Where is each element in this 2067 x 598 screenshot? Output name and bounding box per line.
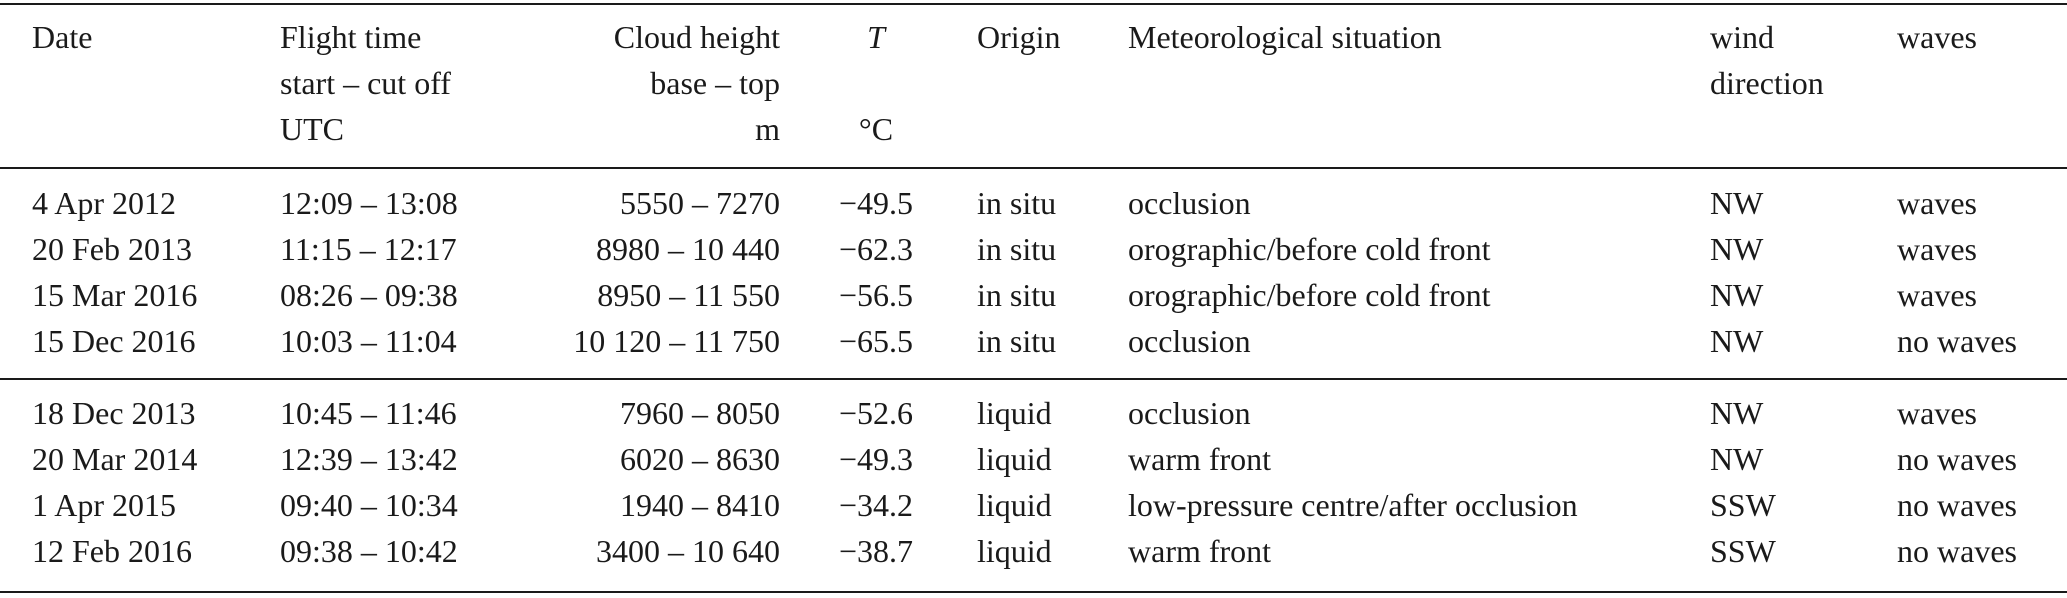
- cell-date: 20 Mar 2014: [32, 441, 198, 477]
- cell-origin: liquid: [977, 395, 1052, 431]
- cell-flight-time: 09:40 – 10:34: [280, 487, 458, 523]
- cell-cloud-height: 8950 – 11 550: [597, 277, 780, 313]
- cell-date: 20 Feb 2013: [32, 231, 192, 267]
- group-separator-rule: [0, 378, 2067, 380]
- cell-cloud-height: 7960 – 8050: [620, 395, 780, 431]
- top-rule: [0, 3, 2067, 5]
- cell-temperature: −52.6: [838, 395, 914, 431]
- cell-cloud-height: 3400 – 10 640: [596, 533, 780, 569]
- cell-met: orographic/before cold front: [1128, 277, 1491, 313]
- header-cloud-height-line-2: base – top: [650, 65, 780, 101]
- header-temperature-line-1: T: [867, 19, 885, 55]
- header-wind-line-1: wind: [1710, 19, 1774, 55]
- cell-flight-time: 12:39 – 13:42: [280, 441, 458, 477]
- bottom-rule: [0, 591, 2067, 593]
- cell-flight-time: 10:45 – 11:46: [280, 395, 457, 431]
- cell-date: 15 Dec 2016: [32, 323, 196, 359]
- cell-date: 12 Feb 2016: [32, 533, 192, 569]
- cell-met: orographic/before cold front: [1128, 231, 1491, 267]
- cell-waves: waves: [1897, 231, 1977, 267]
- cell-met: occlusion: [1128, 185, 1251, 221]
- header-date-line-1: Date: [32, 19, 93, 55]
- cell-cloud-height: 1940 – 8410: [620, 487, 780, 523]
- cell-flight-time: 11:15 – 12:17: [280, 231, 457, 267]
- header-flight-time-line-2: start – cut off: [280, 65, 451, 101]
- cell-wind: SSW: [1710, 487, 1776, 523]
- cell-waves: no waves: [1897, 487, 2017, 523]
- cell-waves: no waves: [1897, 533, 2017, 569]
- cell-temperature: −56.5: [838, 277, 914, 313]
- cell-origin: liquid: [977, 533, 1052, 569]
- header-waves-line-1: waves: [1897, 19, 1977, 55]
- cell-flight-time: 12:09 – 13:08: [280, 185, 458, 221]
- cell-cloud-height: 5550 – 7270: [620, 185, 780, 221]
- cell-temperature: −62.3: [838, 231, 914, 267]
- cell-wind: NW: [1710, 395, 1764, 431]
- cell-date: 15 Mar 2016: [32, 277, 198, 313]
- cell-met: warm front: [1128, 441, 1272, 477]
- cell-met: occlusion: [1128, 323, 1251, 359]
- header-temperature-line-3: °C: [858, 111, 894, 147]
- cell-origin: liquid: [977, 487, 1052, 523]
- header-rule: [0, 167, 2067, 169]
- header-flight-time-line-1: Flight time: [280, 19, 422, 55]
- header-wind-line-2: direction: [1710, 65, 1824, 101]
- cell-waves: waves: [1897, 395, 1977, 431]
- cell-origin: in situ: [977, 277, 1057, 313]
- cell-cloud-height: 6020 – 8630: [620, 441, 780, 477]
- cell-origin: liquid: [977, 441, 1052, 477]
- cell-waves: waves: [1897, 185, 1977, 221]
- header-cloud-height-line-1: Cloud height: [613, 19, 780, 55]
- cell-temperature: −65.5: [838, 323, 914, 359]
- cell-wind: NW: [1710, 277, 1764, 313]
- header-cloud-height-line-3: m: [755, 111, 780, 147]
- cell-waves: waves: [1897, 277, 1977, 313]
- cell-wind: NW: [1710, 323, 1764, 359]
- cell-temperature: −49.3: [838, 441, 914, 477]
- cell-date: 18 Dec 2013: [32, 395, 196, 431]
- cell-flight-time: 10:03 – 11:04: [280, 323, 457, 359]
- cell-wind: NW: [1710, 185, 1764, 221]
- cell-origin: in situ: [977, 231, 1057, 267]
- cell-origin: in situ: [977, 185, 1057, 221]
- cell-cloud-height: 10 120 – 11 750: [573, 323, 780, 359]
- cell-waves: no waves: [1897, 441, 2017, 477]
- cell-flight-time: 09:38 – 10:42: [280, 533, 458, 569]
- cell-temperature: −38.7: [838, 533, 914, 569]
- cell-origin: in situ: [977, 323, 1057, 359]
- cell-waves: no waves: [1897, 323, 2017, 359]
- cell-flight-time: 08:26 – 09:38: [280, 277, 458, 313]
- cell-met: occlusion: [1128, 395, 1251, 431]
- header-origin-line-1: Origin: [977, 19, 1061, 55]
- cell-temperature: −49.5: [838, 185, 914, 221]
- header-met-line-1: Meteorological situation: [1128, 19, 1442, 55]
- cell-cloud-height: 8980 – 10 440: [596, 231, 780, 267]
- header-flight-time-line-3: UTC: [280, 111, 344, 147]
- cell-wind: NW: [1710, 231, 1764, 267]
- cell-met: warm front: [1128, 533, 1272, 569]
- cell-date: 4 Apr 2012: [32, 185, 176, 221]
- cell-date: 1 Apr 2015: [32, 487, 176, 523]
- cell-temperature: −34.2: [838, 487, 914, 523]
- cell-met: low-pressure centre/after occlusion: [1128, 487, 1578, 523]
- cell-wind: SSW: [1710, 533, 1776, 569]
- cell-wind: NW: [1710, 441, 1764, 477]
